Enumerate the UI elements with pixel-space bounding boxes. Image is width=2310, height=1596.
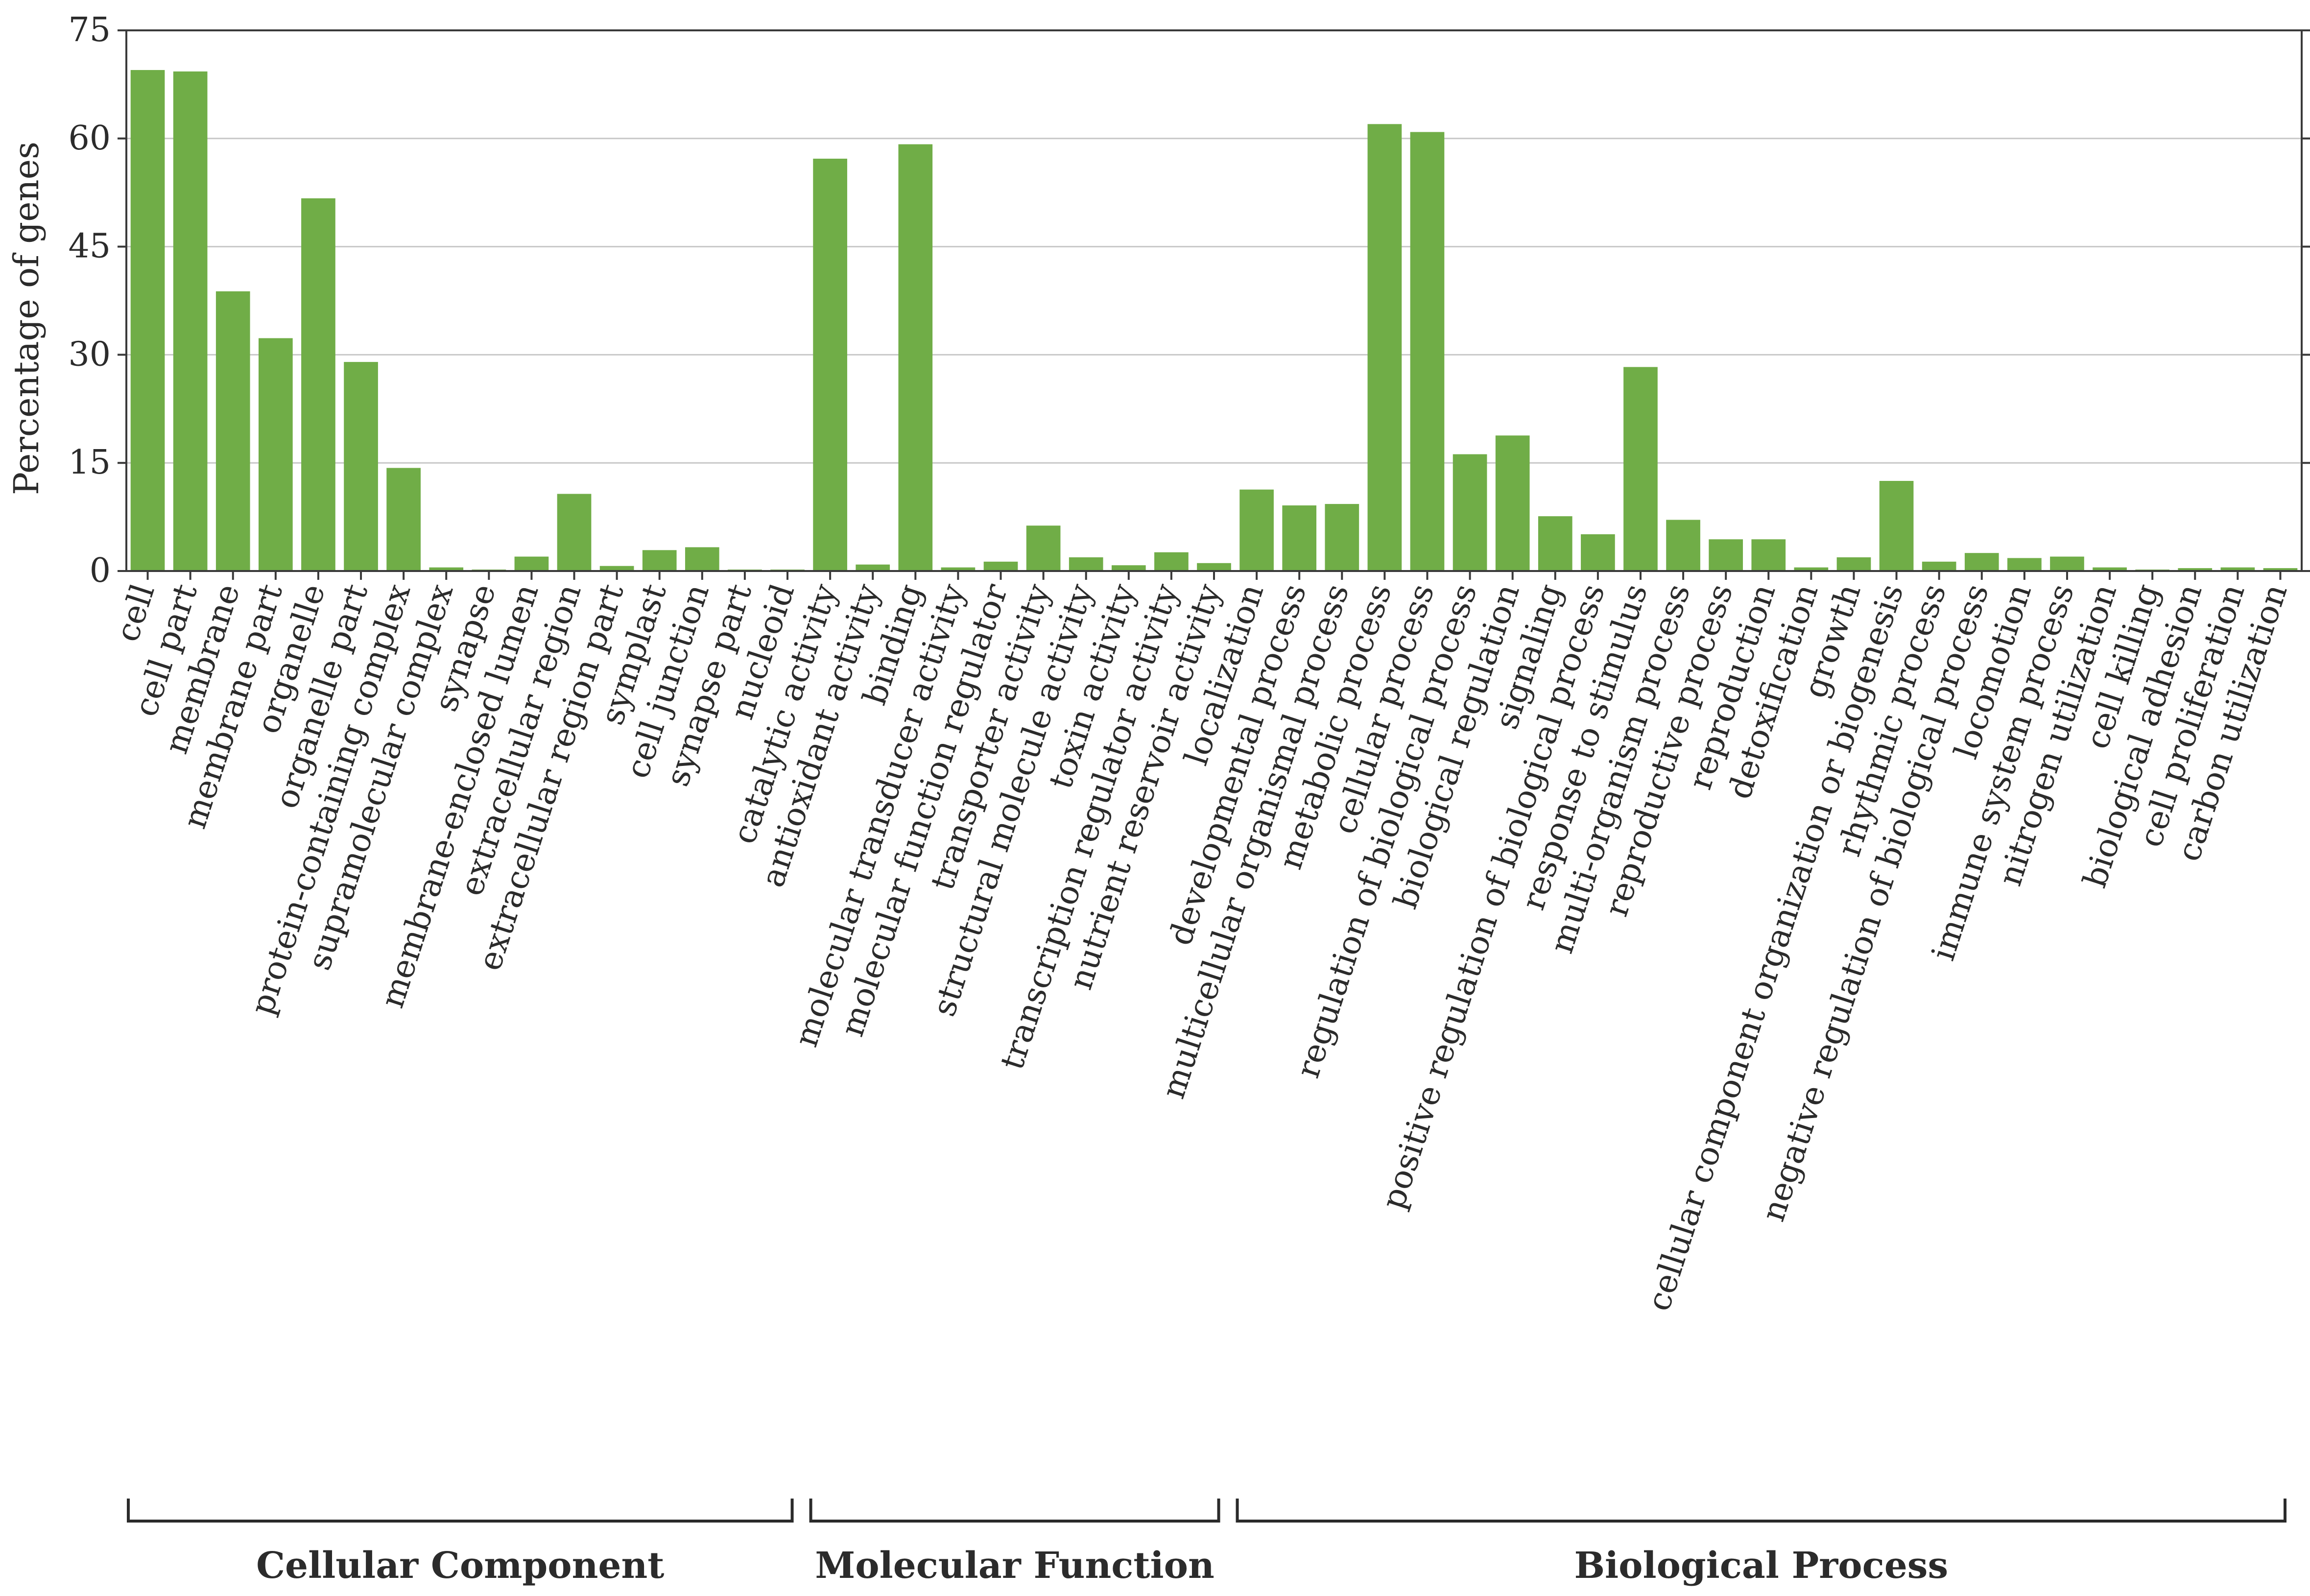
bar [898,144,933,571]
bar [1623,367,1658,571]
bar [2220,567,2255,571]
bar [941,567,976,571]
bar [856,564,890,571]
bar [1197,563,1231,571]
bar [557,494,592,571]
bar [1026,525,1061,571]
y-tick-label: 15 [68,443,111,482]
bar [130,70,165,571]
bar [1410,132,1445,571]
bar [1538,516,1572,571]
bar [1239,489,1274,571]
bar [344,362,378,571]
bar [983,561,1018,571]
bar [599,566,634,571]
bar [2050,556,2084,571]
bar [514,556,549,571]
y-tick-label: 60 [68,119,111,158]
bar [1325,504,1359,571]
bar [2178,568,2213,571]
bar [2093,567,2127,571]
bar [1453,454,1487,571]
bar [1111,565,1146,571]
bar [2007,558,2042,571]
axes [118,29,2310,580]
group-bracket [809,1499,1220,1523]
bar [259,338,293,571]
bar [2263,568,2298,571]
y-tick-label: 75 [68,11,111,49]
y-tick-label: 45 [68,227,111,266]
bar [301,198,335,571]
bar [1154,552,1189,571]
y-axis-title: Percentage of genes [6,142,47,495]
bar [813,159,847,571]
bar [386,468,421,571]
y-tick-label: 30 [68,335,111,374]
bar [1069,557,1103,571]
bar [1282,505,1317,571]
group-bracket [1236,1499,2286,1523]
group-bracket [127,1499,794,1523]
bar [1794,567,1829,571]
plot-frame [125,29,2303,572]
group-label: Cellular Component [256,1545,664,1587]
bar [429,567,464,571]
bar [1495,435,1530,571]
bars [130,70,2298,572]
group-label: Biological Process [1574,1545,1948,1587]
bar [1751,539,1786,571]
bar [1709,539,1743,571]
group-label: Molecular Function [815,1545,1214,1587]
bar [1879,481,1914,571]
bar [1367,124,1402,572]
bar [1581,534,1615,571]
bar [685,547,719,571]
bar [642,550,677,571]
bar [1666,520,1700,571]
bar [215,291,250,571]
bar [1836,557,1871,571]
bar [173,71,208,572]
category-groups: Cellular Component Molecular Function Biol… [127,1499,2286,1587]
bar [1964,553,1999,571]
y-tick-labels: 0 15 30 45 60 75 [68,11,111,590]
gridlines [126,29,2302,464]
bar [1922,561,1956,571]
y-tick-label: 0 [90,551,111,590]
